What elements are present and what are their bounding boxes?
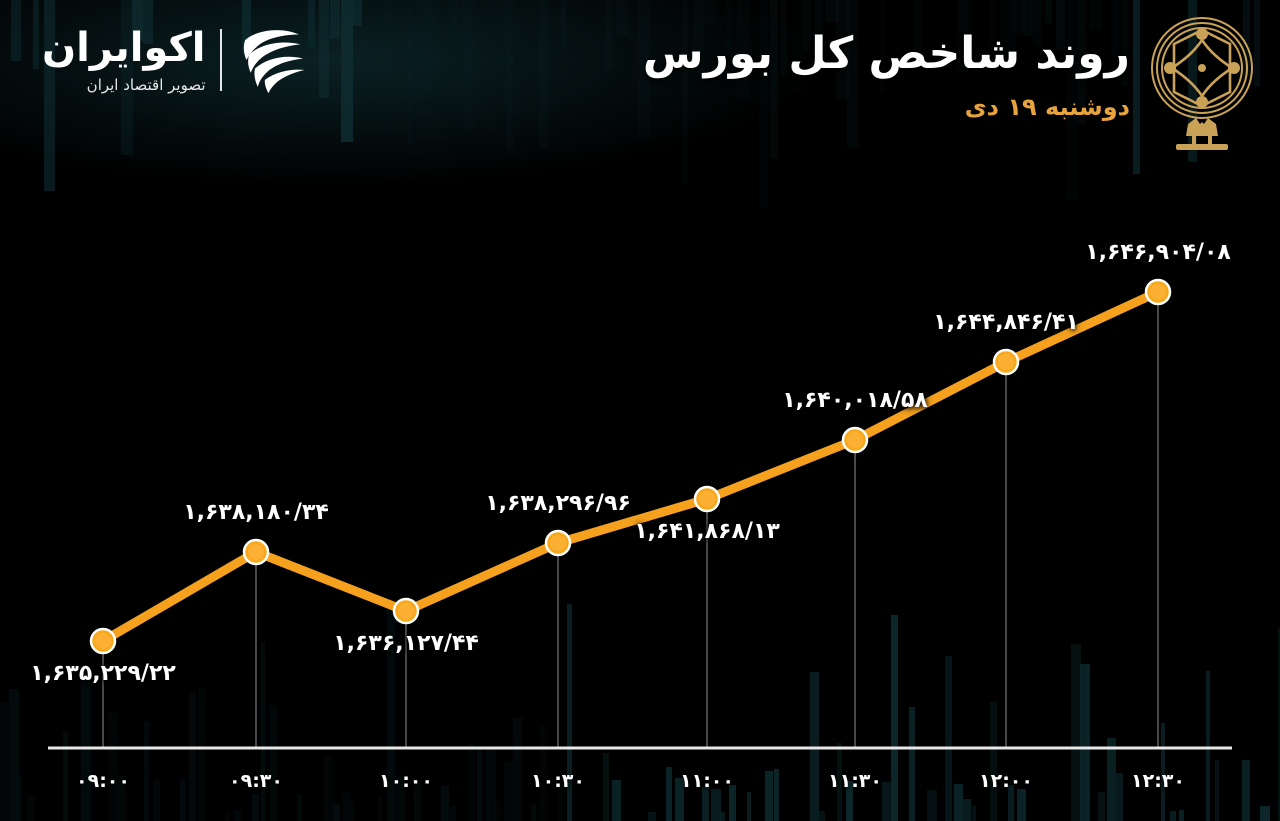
point-value-label: ۱,۶۳۸,۲۹۶/۹۶ [485, 491, 631, 516]
x-tick-label: ۱۲:۳۰ [1131, 770, 1185, 792]
data-point-marker-core [398, 603, 414, 619]
data-point-marker-core [699, 491, 715, 507]
data-point-marker-core [847, 432, 863, 448]
x-tick-label: ۱۰:۰۰ [379, 770, 433, 792]
point-value-label: ۱,۶۳۶,۱۲۷/۴۴ [333, 631, 479, 656]
point-value-label: ۱,۶۴۶,۹۰۴/۰۸ [1085, 240, 1231, 265]
chart-markers [89, 278, 1172, 655]
x-tick-label: ۱۱:۰۰ [680, 770, 734, 792]
x-tick-label: ۱۱:۳۰ [828, 770, 882, 792]
x-tick-label: ۱۲:۰۰ [979, 770, 1033, 792]
x-tick-label: ۱۰:۳۰ [531, 770, 585, 792]
chart-droplines [102, 302, 1159, 748]
tehran-stock-exchange-emblem-icon [1151, 17, 1253, 150]
data-point-marker-core [1150, 284, 1166, 300]
point-value-label: ۱,۶۴۰,۰۱۸/۵۸ [782, 388, 928, 413]
page-header: اکوایران تصویر اقتصاد ایران روند شاخص کل… [0, 0, 1280, 180]
title-block: روند شاخص کل بورس دوشنبه ۱۹ دی [643, 28, 1130, 121]
point-value-label: ۱,۶۴۴,۸۴۶/۴۱ [933, 310, 1079, 335]
point-value-label: ۱,۶۳۵,۲۲۹/۲۲ [30, 661, 176, 686]
brand-tagline: تصویر اقتصاد ایران [86, 75, 206, 94]
data-point-marker-core [95, 633, 111, 649]
brand-divider [219, 29, 222, 91]
x-tick-label: ۰۹:۰۰ [76, 770, 130, 792]
brand-logo: اکوایران تصویر اقتصاد ایران [42, 26, 308, 94]
data-point-marker-core [550, 535, 566, 551]
data-point-marker-core [998, 354, 1014, 370]
brand-name: اکوایران [42, 24, 206, 71]
line-chart-svg [48, 278, 1232, 750]
data-point-marker-core [248, 544, 264, 560]
page-title: روند شاخص کل بورس [642, 28, 1130, 79]
index-trend-line [98, 287, 1163, 646]
x-tick-label: ۰۹:۳۰ [229, 770, 283, 792]
brand-text: اکوایران تصویر اقتصاد ایران [42, 28, 206, 93]
date-subtitle: دوشنبه ۱۹ دی [964, 93, 1130, 121]
point-value-label: ۱,۶۴۱,۸۶۸/۱۳ [634, 519, 780, 544]
chart-container: ۱,۶۳۵,۲۲۹/۲۲ ۱,۶۳۸,۱۸۰/۳۴ ۱,۶۳۶,۱۲۷/۴۴ ۱,۶۳… [0, 180, 1280, 821]
point-value-label: ۱,۶۳۸,۱۸۰/۳۴ [183, 500, 329, 525]
ecoiran-wing-logo-icon [243, 30, 305, 94]
